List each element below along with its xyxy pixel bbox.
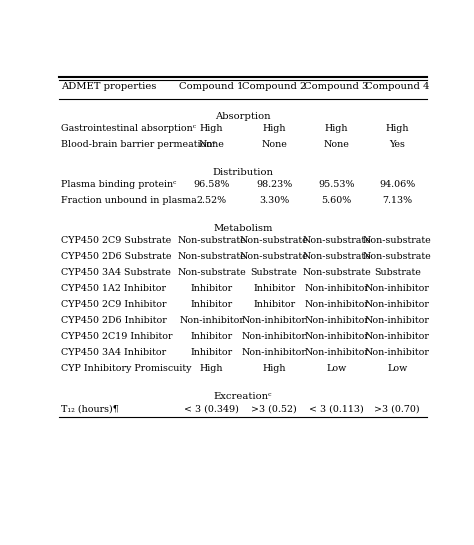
- Text: 94.06%: 94.06%: [379, 180, 415, 189]
- Text: >3 (0.70): >3 (0.70): [374, 404, 420, 413]
- Text: Low: Low: [387, 364, 407, 373]
- Text: >3 (0.52): >3 (0.52): [251, 404, 297, 413]
- Text: CYP450 2D6 Substrate: CYP450 2D6 Substrate: [61, 252, 172, 261]
- Text: 95.53%: 95.53%: [319, 180, 355, 189]
- Text: Yes: Yes: [389, 140, 405, 149]
- Text: CYP450 2D6 Inhibitor: CYP450 2D6 Inhibitor: [61, 316, 167, 325]
- Text: < 3 (0.113): < 3 (0.113): [309, 404, 364, 413]
- Text: Fraction unbound in plasma: Fraction unbound in plasma: [61, 196, 197, 205]
- Text: Non-substrate: Non-substrate: [302, 268, 371, 277]
- Text: Low: Low: [327, 364, 346, 373]
- Text: Non-substrate: Non-substrate: [177, 268, 246, 277]
- Text: Blood-brain barrier permeationᶜ: Blood-brain barrier permeationᶜ: [61, 140, 216, 149]
- Text: CYP450 1A2 Inhibitor: CYP450 1A2 Inhibitor: [61, 284, 166, 293]
- Text: Non-inhibitor: Non-inhibitor: [365, 316, 429, 325]
- Text: High: High: [200, 124, 223, 133]
- Text: High: High: [385, 124, 409, 133]
- Text: CYP450 3A4 Substrate: CYP450 3A4 Substrate: [61, 268, 171, 277]
- Text: Compound 3: Compound 3: [304, 82, 369, 91]
- Text: CYP Inhibitory Promiscuity: CYP Inhibitory Promiscuity: [61, 364, 191, 373]
- Text: Non-inhibitor: Non-inhibitor: [242, 332, 307, 341]
- Text: Non-inhibitor: Non-inhibitor: [304, 300, 369, 309]
- Text: Non-inhibitor: Non-inhibitor: [242, 316, 307, 325]
- Text: High: High: [325, 124, 348, 133]
- Text: Absorption: Absorption: [215, 112, 271, 121]
- Text: Non-inhibitor: Non-inhibitor: [365, 348, 429, 357]
- Text: Non-substrate: Non-substrate: [363, 252, 432, 261]
- Text: 2.52%: 2.52%: [197, 196, 227, 205]
- Text: Non-inhibitor: Non-inhibitor: [242, 348, 307, 357]
- Text: None: None: [261, 140, 287, 149]
- Text: Compound 4: Compound 4: [365, 82, 429, 91]
- Text: 96.58%: 96.58%: [193, 180, 230, 189]
- Text: ADMET properties: ADMET properties: [61, 82, 156, 91]
- Text: Non-substrate: Non-substrate: [240, 252, 309, 261]
- Text: CYP450 3A4 Inhibitor: CYP450 3A4 Inhibitor: [61, 348, 166, 357]
- Text: CYP450 2C9 Inhibitor: CYP450 2C9 Inhibitor: [61, 300, 166, 309]
- Text: Compound 2: Compound 2: [242, 82, 306, 91]
- Text: Inhibitor: Inhibitor: [253, 300, 295, 309]
- Text: Non-substrate: Non-substrate: [177, 236, 246, 245]
- Text: Metabolism: Metabolism: [213, 225, 273, 233]
- Text: Non-inhibitor: Non-inhibitor: [304, 332, 369, 341]
- Text: < 3 (0.349): < 3 (0.349): [184, 404, 239, 413]
- Text: Substrate: Substrate: [374, 268, 420, 277]
- Text: Non-inhibitor: Non-inhibitor: [365, 332, 429, 341]
- Text: Non-substrate: Non-substrate: [177, 252, 246, 261]
- Text: Inhibitor: Inhibitor: [191, 284, 233, 293]
- Text: 7.13%: 7.13%: [382, 196, 412, 205]
- Text: Inhibitor: Inhibitor: [191, 332, 233, 341]
- Text: None: None: [324, 140, 349, 149]
- Text: CYP450 2C19 Inhibitor: CYP450 2C19 Inhibitor: [61, 332, 173, 341]
- Text: Non-substrate: Non-substrate: [302, 252, 371, 261]
- Text: Non-inhibitor: Non-inhibitor: [304, 284, 369, 293]
- Text: Non-substrate: Non-substrate: [302, 236, 371, 245]
- Text: Non-inhibitor: Non-inhibitor: [179, 316, 244, 325]
- Text: Non-inhibitor: Non-inhibitor: [365, 284, 429, 293]
- Text: Compound 1: Compound 1: [180, 82, 244, 91]
- Text: Plasma binding proteinᶜ: Plasma binding proteinᶜ: [61, 180, 176, 189]
- Text: Non-inhibitor: Non-inhibitor: [365, 300, 429, 309]
- Text: Substrate: Substrate: [251, 268, 298, 277]
- Text: Excreationᶜ: Excreationᶜ: [214, 392, 272, 401]
- Text: Gastrointestinal absorptionᶜ: Gastrointestinal absorptionᶜ: [61, 124, 196, 133]
- Text: Non-inhibitor: Non-inhibitor: [304, 348, 369, 357]
- Text: Distribution: Distribution: [212, 168, 273, 177]
- Text: Non-substrate: Non-substrate: [363, 236, 432, 245]
- Text: 5.60%: 5.60%: [321, 196, 352, 205]
- Text: 98.23%: 98.23%: [256, 180, 292, 189]
- Text: High: High: [263, 364, 286, 373]
- Text: High: High: [263, 124, 286, 133]
- Text: Inhibitor: Inhibitor: [191, 300, 233, 309]
- Text: Non-substrate: Non-substrate: [240, 236, 309, 245]
- Text: Non-inhibitor: Non-inhibitor: [304, 316, 369, 325]
- Text: 3.30%: 3.30%: [259, 196, 289, 205]
- Text: None: None: [199, 140, 225, 149]
- Text: Inhibitor: Inhibitor: [253, 284, 295, 293]
- Text: T₁₂ (hours)¶: T₁₂ (hours)¶: [61, 404, 119, 413]
- Text: High: High: [200, 364, 223, 373]
- Text: CYP450 2C9 Substrate: CYP450 2C9 Substrate: [61, 236, 171, 245]
- Text: Inhibitor: Inhibitor: [191, 348, 233, 357]
